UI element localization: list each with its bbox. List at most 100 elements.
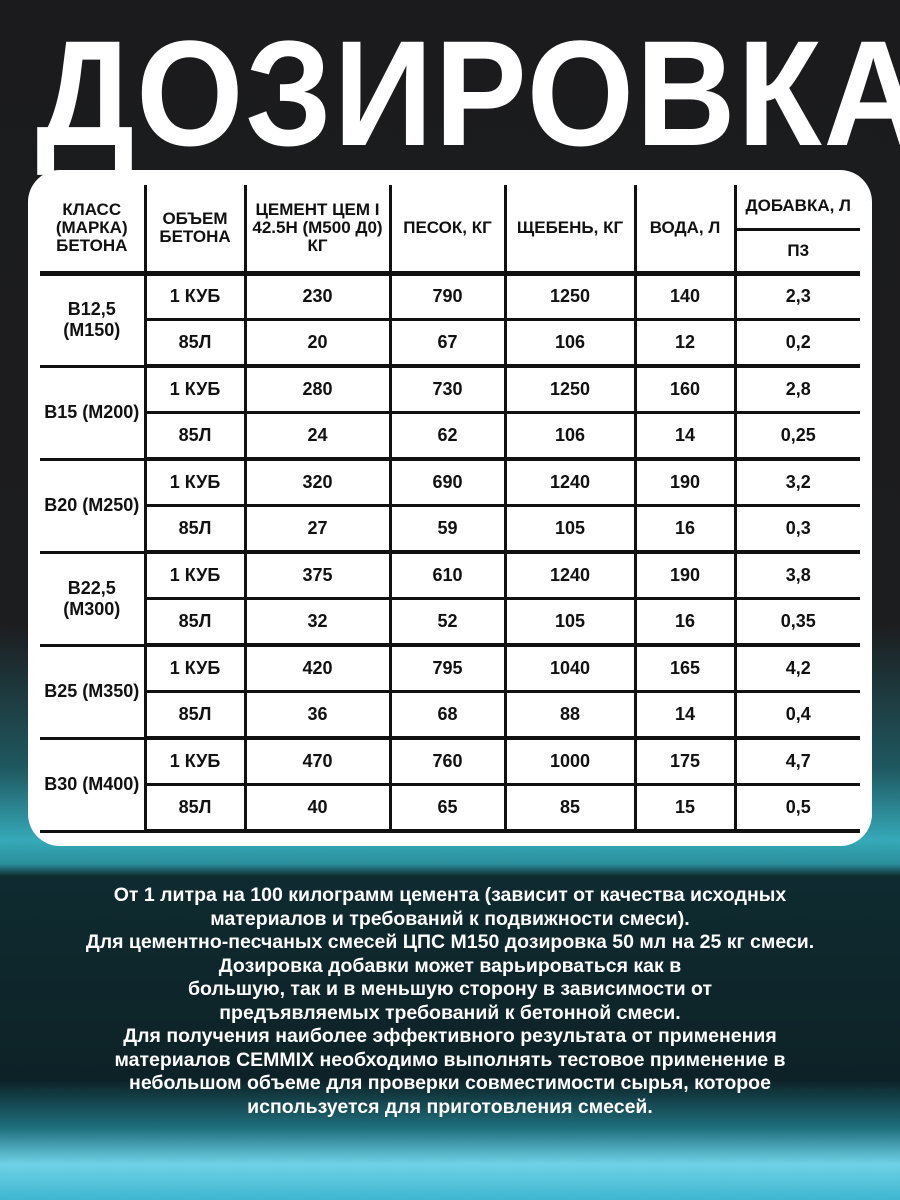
table-row: 85Л 32 52 105 16 0,35 <box>40 597 860 647</box>
table-row: 85Л 40 65 85 15 0,5 <box>40 783 860 833</box>
concrete-class-cell: B20 (M250) <box>40 457 147 554</box>
table-cell: 1250 <box>503 271 637 321</box>
table-cell: 88 <box>503 690 637 740</box>
table-cell: 470 <box>243 736 392 786</box>
table-cell: 2,8 <box>733 364 860 414</box>
table-row: 85Л 36 68 88 14 0,4 <box>40 690 860 740</box>
table-cell: 24 <box>243 411 392 461</box>
concrete-class-cell: B25 (M350) <box>40 643 147 740</box>
table-cell: 20 <box>243 318 392 368</box>
table-cell: 0,2 <box>733 318 860 368</box>
table-cell: 0,25 <box>733 411 860 461</box>
table-cell: 36 <box>243 690 392 740</box>
table-cell: 175 <box>633 736 737 786</box>
table-cell: 1250 <box>503 364 637 414</box>
table-cell: 15 <box>633 783 737 833</box>
concrete-class-cell: B30 (M400) <box>40 736 147 833</box>
table-cell: 85Л <box>145 318 247 368</box>
table-cell: 0,3 <box>733 504 860 554</box>
table-row: B12,5 (M150) 1 КУБ 230 790 1250 140 2,3 <box>40 271 860 368</box>
table-cell: 690 <box>388 457 507 507</box>
header-additive-sub: П3 <box>735 227 860 275</box>
table-cell: 85 <box>503 783 637 833</box>
table-row: B30 (M400) 1 КУБ 470 760 1000 175 4,7 <box>40 736 860 833</box>
dosage-table: КЛАСС (МАРКА) БЕТОНА ОБЪЕМ БЕТОНА ЦЕМЕНТ… <box>40 185 860 833</box>
header-additive: ДОБАВКА, Л <box>733 185 860 231</box>
table-cell: 1240 <box>503 457 637 507</box>
table-cell: 1240 <box>503 550 637 600</box>
table-cell: 59 <box>388 504 507 554</box>
table-cell: 190 <box>633 550 737 600</box>
table-cell: 62 <box>388 411 507 461</box>
table-cell: 1 КУБ <box>143 457 247 507</box>
table-cell: 375 <box>243 550 392 600</box>
table-cell: 105 <box>503 504 637 554</box>
table-cell: 4,2 <box>733 643 860 693</box>
table-cell: 4,7 <box>733 736 860 786</box>
dosage-table-card: КЛАСС (МАРКА) БЕТОНА ОБЪЕМ БЕТОНА ЦЕМЕНТ… <box>28 170 872 846</box>
table-cell: 85Л <box>145 411 247 461</box>
header-cement: ЦЕМЕНТ ЦЕМ I 42.5Н (М500 Д0) КГ <box>243 185 392 275</box>
table-row: B15 (M200) 1 КУБ 280 730 1250 160 2,8 <box>40 364 860 461</box>
header-volume: ОБЪЕМ БЕТОНА <box>143 185 247 275</box>
table-cell: 40 <box>243 783 392 833</box>
table-row: B20 (M250) 1 КУБ 320 690 1240 190 3,2 <box>40 457 860 554</box>
note-1: От 1 литра на 100 килограмм цемента (зав… <box>113 884 787 930</box>
table-cell: 280 <box>243 364 392 414</box>
header-class: КЛАСС (МАРКА) БЕТОНА <box>40 185 147 275</box>
page-title: ДОЗИРОВКА <box>36 9 900 177</box>
table-cell: 67 <box>388 318 507 368</box>
table-cell: 27 <box>243 504 392 554</box>
table-cell: 190 <box>633 457 737 507</box>
table-cell: 16 <box>633 597 737 647</box>
table-row: 85Л 27 59 105 16 0,3 <box>40 504 860 554</box>
table-cell: 165 <box>633 643 737 693</box>
table-cell: 1000 <box>503 736 637 786</box>
table-cell: 0,35 <box>733 597 860 647</box>
table-cell: 65 <box>388 783 507 833</box>
concrete-class-cell: B22,5 (M300) <box>40 550 147 647</box>
table-cell: 14 <box>633 690 737 740</box>
table-row: B22,5 (M300) 1 КУБ 375 610 1240 190 3,8 <box>40 550 860 647</box>
note-3: Дозировка добавки может варьироваться ка… <box>187 954 713 1024</box>
table-cell: 3,2 <box>733 457 860 507</box>
table-cell: 85Л <box>145 690 247 740</box>
table-cell: 105 <box>503 597 637 647</box>
table-cell: 12 <box>633 318 737 368</box>
notes: От 1 литра на 100 килограмм цемента (зав… <box>30 884 870 1119</box>
table-cell: 790 <box>388 271 507 321</box>
table-row: B25 (M350) 1 КУБ 420 795 1040 165 4,2 <box>40 643 860 740</box>
concrete-class-cell: B15 (M200) <box>40 364 147 461</box>
table-cell: 0,4 <box>733 690 860 740</box>
table-cell: 140 <box>633 271 737 321</box>
table-cell: 68 <box>388 690 507 740</box>
table-cell: 52 <box>388 597 507 647</box>
note-4: Для получения наиболее эффективного резу… <box>114 1025 786 1118</box>
table-cell: 1 КУБ <box>143 364 247 414</box>
table-cell: 0,5 <box>733 783 860 833</box>
table-cell: 760 <box>388 736 507 786</box>
table-cell: 1 КУБ <box>143 736 247 786</box>
table-cell: 106 <box>503 411 637 461</box>
note-2: Для цементно-песчаных смесей ЦПС М150 до… <box>85 931 815 953</box>
table-row: 85Л 24 62 106 14 0,25 <box>40 411 860 461</box>
table-cell: 730 <box>388 364 507 414</box>
table-cell: 795 <box>388 643 507 693</box>
table-cell: 1 КУБ <box>143 550 247 600</box>
header-sand: ПЕСОК, КГ <box>388 185 507 275</box>
concrete-class-cell: B12,5 (M150) <box>40 271 147 368</box>
table-cell: 1 КУБ <box>143 643 247 693</box>
table-cell: 16 <box>633 504 737 554</box>
table-cell: 32 <box>243 597 392 647</box>
table-cell: 14 <box>633 411 737 461</box>
table-cell: 1040 <box>503 643 637 693</box>
header-gravel: ЩЕБЕНЬ, КГ <box>503 185 637 275</box>
table-cell: 610 <box>388 550 507 600</box>
table-cell: 85Л <box>145 597 247 647</box>
table-cell: 2,3 <box>733 271 860 321</box>
header-water: ВОДА, Л <box>633 185 737 275</box>
table-cell: 85Л <box>145 504 247 554</box>
table-row: 85Л 20 67 106 12 0,2 <box>40 318 860 368</box>
table-cell: 3,8 <box>733 550 860 600</box>
table-cell: 1 КУБ <box>143 271 247 321</box>
